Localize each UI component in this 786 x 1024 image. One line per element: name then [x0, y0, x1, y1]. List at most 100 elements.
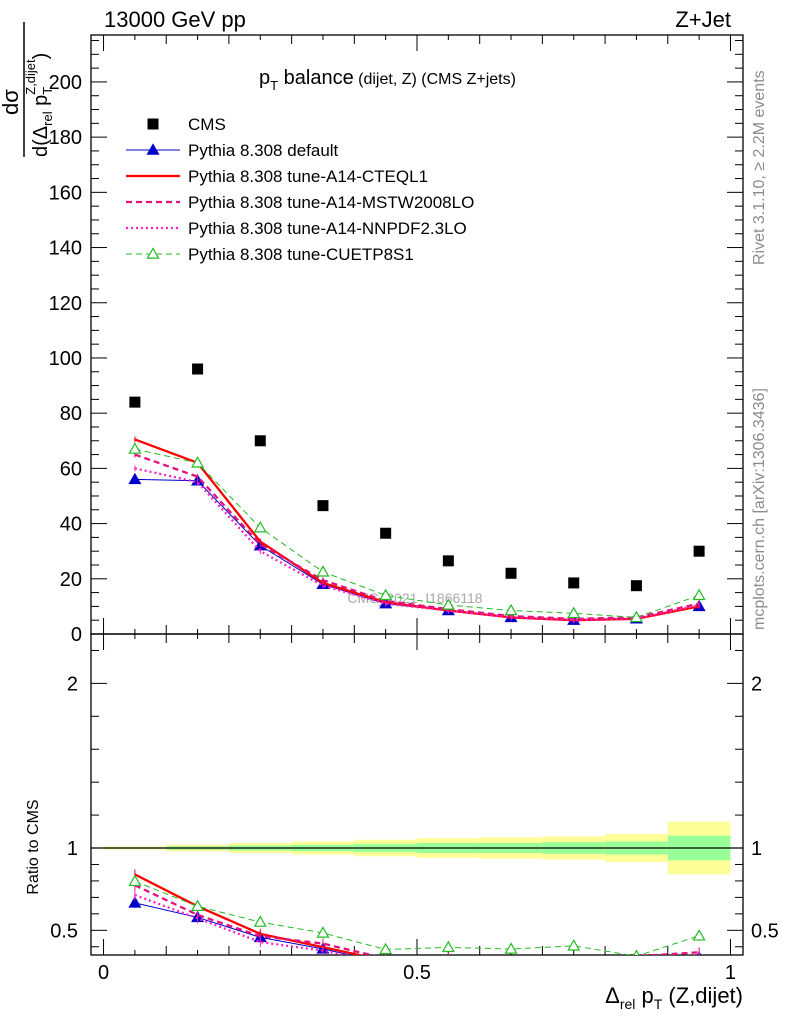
mcplots-label: mcplots.cern.ch [arXiv:1306.3436]	[751, 388, 768, 630]
series-5-ratio-point	[633, 949, 640, 955]
ratio-plot-area	[91, 821, 743, 973]
title-dijet: (dijet, Z)	[354, 71, 417, 88]
y-tick-label: 160	[49, 182, 82, 204]
series-5-main-point	[692, 588, 706, 601]
legend: CMS Pythia 8.308 default Pythia 8.308 tune…	[126, 115, 474, 264]
data-point	[442, 555, 454, 567]
data-point	[568, 577, 580, 589]
y-tick-label: 20	[60, 569, 82, 591]
y-tick-label: 80	[60, 403, 82, 425]
data-point	[192, 363, 204, 375]
y-tick-label: 60	[60, 458, 82, 480]
series-2-ratio-line	[134, 873, 365, 955]
rivet-version-label: Rivet 3.1.10, ≥ 2.2M events	[751, 70, 768, 265]
series-4-ratio-line	[134, 893, 700, 955]
data-point	[630, 580, 642, 592]
xlabel-rest: (Z,dijet)	[662, 983, 743, 1008]
legend-label-5: Pythia 8.308 tune-CUETP8S1	[188, 245, 414, 264]
data-point	[505, 567, 517, 579]
title-T: T	[270, 78, 278, 93]
y-tick-label: 120	[49, 293, 82, 315]
series-5-main-point	[191, 456, 205, 468]
ratio-y-tick-label-right: 2	[751, 673, 762, 695]
legend-label-4: Pythia 8.308 tune-A14-NNPDF2.3LO	[188, 219, 467, 238]
series-1-main-point	[128, 472, 142, 485]
xlabel-rel: rel	[620, 996, 636, 1012]
legend-label-2: Pythia 8.308 tune-A14-CTEQL1	[188, 167, 428, 186]
series-5-main-point	[629, 610, 643, 623]
xlabel-T: T	[654, 996, 663, 1012]
ylabel-T: T	[40, 87, 55, 95]
series-5-ratio-line	[134, 880, 700, 955]
ylabel-denominator: d(Δrel pTZ,dijet)	[23, 53, 55, 157]
series-1-ratio-point	[635, 954, 637, 955]
ratio-y-axis-label: Ratio to CMS	[25, 799, 42, 894]
ratio-panel: 0.5 0.5 1 1 2 2	[50, 649, 779, 973]
data-point	[254, 435, 266, 447]
series-1-ratio-point	[568, 963, 579, 973]
main-y-axis-label: dσ d(Δrel pTZ,dijet)	[0, 22, 55, 157]
title-p: p	[259, 67, 270, 89]
legend-label-3: Pythia 8.308 tune-A14-MSTW2008LO	[188, 193, 474, 212]
series-5-main-point	[128, 442, 142, 454]
ratio-y-tick-label: 0.5	[50, 920, 78, 942]
ylabel-d: d(Δ	[30, 126, 52, 157]
data-point	[380, 527, 392, 539]
series-5-ratio-point	[253, 915, 267, 927]
x-tick-label: 1	[725, 962, 736, 984]
series-1-ratio-point	[447, 953, 450, 955]
series-1-ratio-point	[506, 962, 517, 972]
series-5-ratio-point	[441, 940, 455, 953]
xlabel-p: p	[635, 983, 653, 1008]
series-5-main-point	[504, 603, 518, 616]
ratio-frame	[90, 633, 744, 956]
series-5-main-point	[316, 565, 330, 577]
ratio-y-tick-label: 2	[67, 673, 78, 695]
ratio-y-tick-label-right: 1	[751, 838, 762, 860]
y-tick-label: 140	[49, 238, 82, 260]
series-1-ratio-point	[128, 896, 142, 908]
series-5-main-point	[567, 606, 581, 619]
ratio-y-tick-label-right: 0.5	[751, 920, 779, 942]
series-4-main-line	[134, 467, 700, 622]
y-tick-label: 180	[49, 127, 82, 149]
series-5-ratio-point	[191, 899, 205, 912]
chart-title: pT balance (dijet, Z) (CMS Z+jets)	[259, 67, 516, 93]
legend-marker-5	[146, 247, 160, 259]
y-tick-label: 200	[49, 72, 82, 94]
series-5-ratio-point	[128, 874, 142, 887]
y-tick-label: 40	[60, 514, 82, 536]
series-1-ratio-point	[380, 958, 391, 968]
data-point	[317, 500, 329, 512]
series-5-main-point	[379, 588, 393, 601]
data-point	[693, 545, 705, 557]
legend-label-cms: CMS	[188, 115, 226, 134]
x-axis-label: Δrel pT (Z,dijet)	[605, 983, 743, 1012]
series-5-main-point	[441, 598, 455, 610]
series-5-ratio-point	[379, 942, 393, 955]
legend-label-1: Pythia 8.308 default	[188, 141, 339, 160]
data-point	[129, 396, 141, 408]
series-5-ratio-point	[692, 929, 706, 941]
ylabel-rel: rel	[40, 111, 55, 126]
series-3-ratio-line	[134, 884, 700, 955]
process-label: Z+Jet	[675, 7, 731, 32]
legend-marker-cms	[147, 118, 159, 130]
ratio-y-tick-label: 1	[67, 838, 78, 860]
ylabel-sup: Z,dijet	[23, 59, 38, 95]
main-panel: 0 0.5 1 0 20 40 60 80 100 120 140 160 180 200	[49, 34, 744, 984]
y-tick-label: 0	[71, 624, 82, 646]
series-1-ratio-line	[134, 902, 353, 955]
xlabel-delta: Δ	[605, 983, 620, 1008]
ylabel-numerator: dσ	[0, 89, 23, 115]
title-balance: balance	[278, 67, 354, 89]
ylabel-p: p	[30, 95, 52, 112]
x-tick-label: 0	[98, 962, 109, 984]
series-5-ratio-point	[504, 942, 518, 954]
energy-label: 13000 GeV pp	[104, 7, 246, 32]
title-tail: (CMS Z+jets)	[417, 71, 516, 88]
series-5-main-point	[253, 521, 267, 533]
series-5-ratio-point	[316, 926, 330, 938]
y-tick-label: 100	[49, 348, 82, 370]
